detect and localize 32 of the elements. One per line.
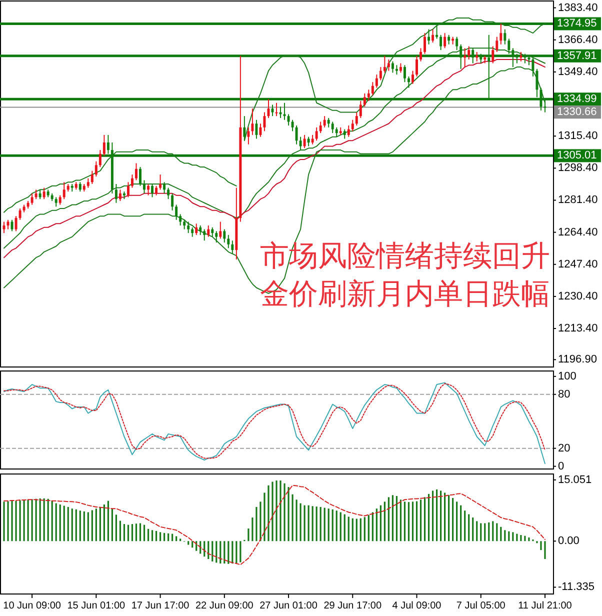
y-tick-label: 20: [558, 442, 570, 454]
ref-line-label: 1330.66: [557, 106, 597, 118]
x-tick-label: 7 Jul 05:00: [456, 600, 506, 612]
y-tick-label: 1264.40: [558, 226, 598, 238]
y-tick-label: 1230.40: [558, 290, 598, 302]
y-tick-label: 0.00: [558, 535, 580, 548]
x-tick-label: 29 Jun 17:00: [324, 600, 382, 612]
y-tick-label: 80: [558, 388, 570, 400]
y-tick-label: 1298.40: [558, 162, 598, 174]
y-tick-label: 1196.90: [558, 354, 597, 366]
x-tick-label: 22 Jun 09:00: [195, 600, 254, 612]
ref-line-label: 1374.95: [557, 18, 597, 30]
y-tick-label: 1349.40: [558, 66, 598, 78]
x-tick-label: 15 Jun 01:00: [67, 600, 126, 612]
x-tick-label: 10 Jun 09:00: [3, 600, 62, 612]
ref-line-label: 1357.91: [557, 50, 597, 62]
x-tick-label: 11 Jul 21:00: [518, 600, 572, 612]
y-tick-label: 1247.40: [558, 258, 598, 270]
y-tick-label: 0: [558, 460, 564, 472]
y-tick-label: 1315.40: [558, 130, 598, 142]
y-tick-label: 1366.40: [558, 34, 598, 46]
y-tick-label: 1383.40: [558, 2, 598, 14]
y-tick-label: 100: [558, 370, 576, 382]
y-tick-label: 15.051: [558, 474, 592, 486]
ref-line-label: 1334.99: [557, 93, 597, 106]
y-tick-label: -11.335: [558, 581, 594, 594]
y-tick-label: 1213.40: [558, 322, 598, 335]
x-tick-label: 17 Jun 17:00: [131, 600, 190, 612]
ref-line-label: 1305.01: [557, 150, 597, 162]
x-tick-label: 27 Jun 01:00: [260, 600, 318, 612]
y-tick-label: 1281.40: [558, 194, 598, 206]
x-tick-label: 4 Jul 09:00: [392, 600, 442, 612]
